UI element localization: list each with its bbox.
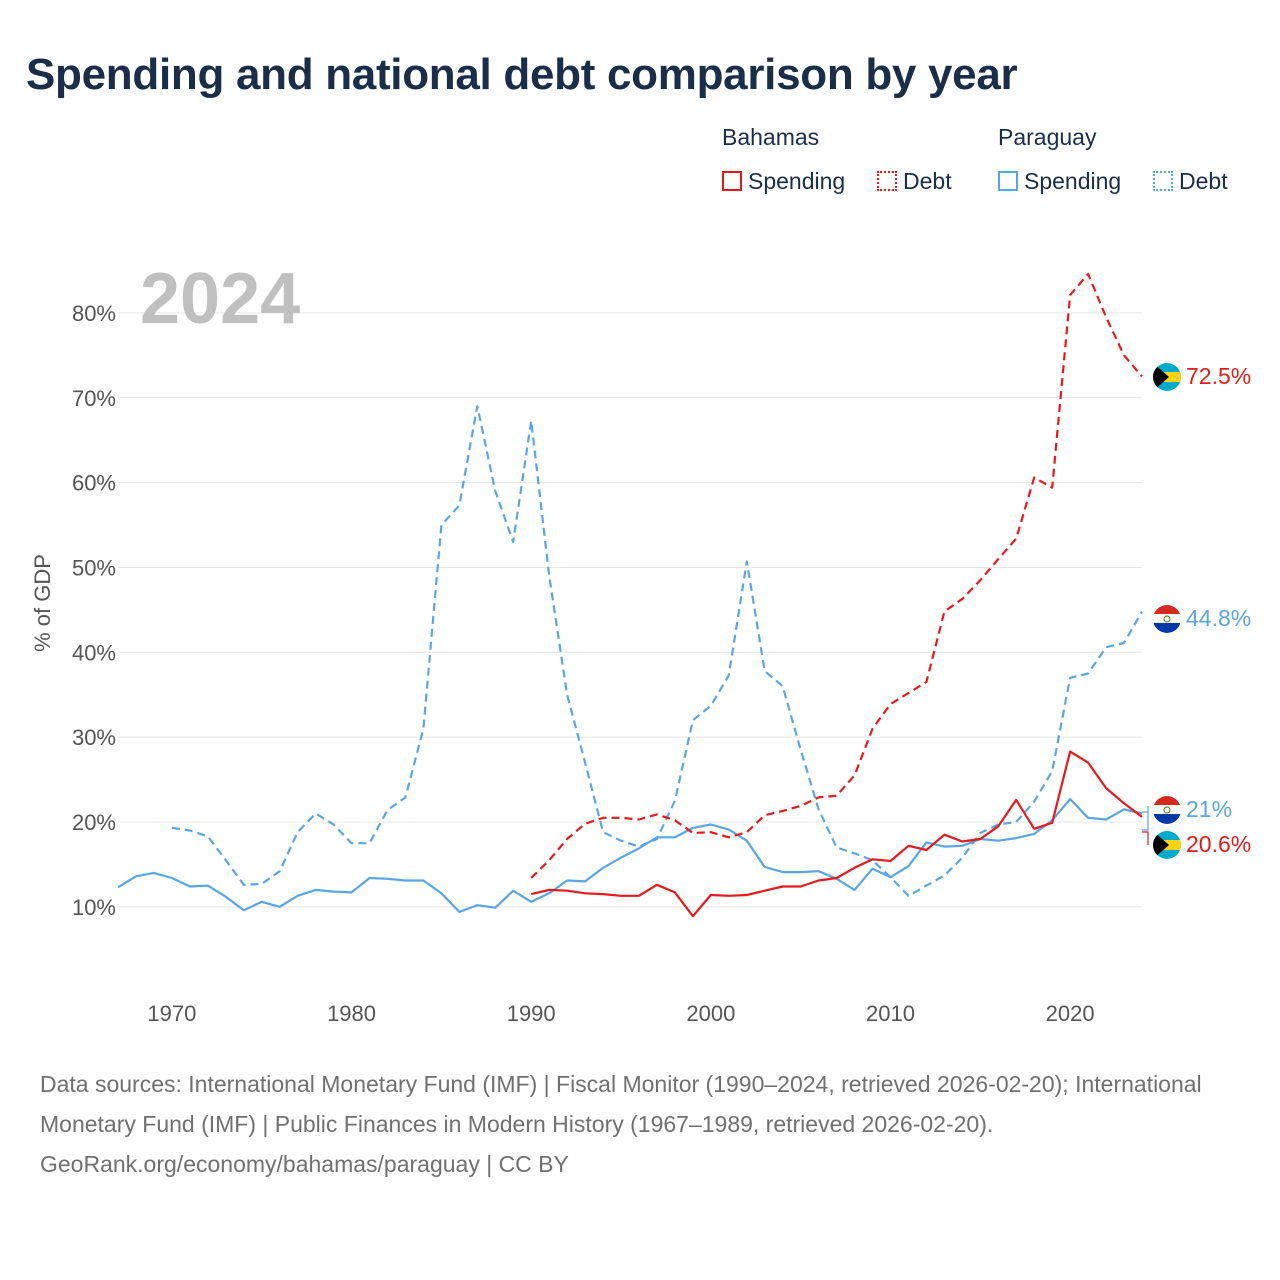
x-tick-label: 1980 [327,1001,376,1026]
legend-bahamas-title: Bahamas [722,124,820,150]
chart-title: Spending and national debt comparison by… [26,50,1018,99]
end-label-bahamas-debt: 72.5% [1186,363,1251,389]
series-lines [117,272,1143,918]
x-tick-label: 2020 [1046,1001,1095,1026]
legend-paraguay-debt[interactable]: Debt [1153,166,1228,196]
legend-swatch-dotted [1153,171,1173,191]
paraguay-flag-icon [1153,605,1181,633]
current-year-label: 2024 [140,259,301,339]
end-label-paraguay-debt: 44.8% [1186,605,1251,631]
end-label-paraguay-spending: 21% [1186,796,1232,822]
x-axis-ticks: 1970 1980 1990 2000 2010 2020 [147,1001,1094,1026]
footer: Data sources: International Monetary Fun… [40,1064,1240,1184]
y-axis-ticks: 10% 20% 30% 40% 50% 60% 70% 80% [72,301,116,920]
legend-label: Debt [1179,167,1228,194]
gridlines [118,312,1142,908]
x-tick-label: 1970 [147,1001,196,1026]
series-line-bahamas-spending[interactable] [530,750,1143,918]
legend-paraguay-title: Paraguay [998,124,1097,150]
line-chart: 10% 20% 30% 40% 50% 60% 70% 80% 1970 1980 1990 200… [30,272,1251,1026]
y-tick-label: 60% [72,471,116,496]
data-sources: Data sources: International Monetary Fun… [40,1071,1202,1137]
x-tick-label: 2010 [866,1001,915,1026]
series-line-paraguay-spending[interactable] [117,798,1143,913]
bahamas-flag-icon [1153,363,1181,391]
legend-label: Spending [1024,167,1122,194]
legend-label: Debt [903,167,952,194]
legend-paraguay-spending[interactable]: Spending [998,166,1121,196]
legend-swatch-dotted [877,171,897,191]
legend-swatch-solid [722,171,742,191]
series-line-bahamas-debt[interactable] [530,272,1143,879]
y-tick-label: 30% [72,725,116,750]
legend-bahamas-debt[interactable]: Debt [877,166,952,196]
legend-bahamas-spending[interactable]: Spending [722,166,845,196]
x-tick-label: 1990 [507,1001,556,1026]
paraguay-flag-icon [1153,796,1181,824]
legend-label: Spending [748,167,846,194]
x-tick-label: 2000 [686,1001,735,1026]
paraguay-spending-connector [1142,806,1149,813]
y-axis-label: % of GDP [30,554,55,652]
y-tick-label: 20% [72,810,116,835]
y-tick-label: 80% [72,301,116,326]
attribution: GeoRank.org/economy/bahamas/paraguay | C… [40,1151,569,1177]
series-line-paraguay-debt[interactable] [171,405,1143,897]
end-label-bahamas-spending: 20.6% [1186,831,1251,857]
y-tick-label: 40% [72,640,116,665]
y-tick-label: 10% [72,895,116,920]
bahamas-flag-icon [1153,831,1181,859]
legend-swatch-solid [998,171,1018,191]
bahamas-spending-connector [1142,831,1149,845]
y-tick-label: 50% [72,555,116,580]
y-tick-label: 70% [72,386,116,411]
paraguay-spending-connector-2 [1142,812,1149,831]
